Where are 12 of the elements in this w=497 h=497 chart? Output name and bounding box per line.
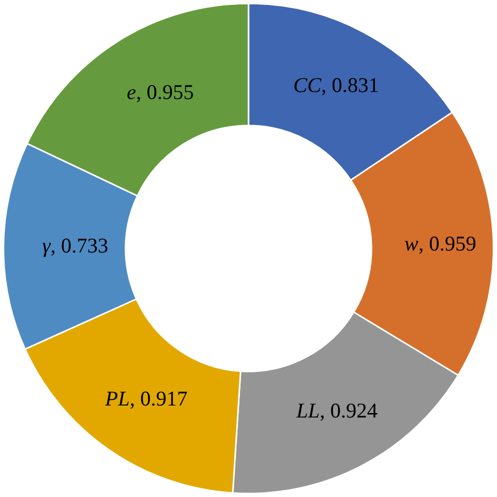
data-label: , 0.924: [320, 398, 378, 423]
data-label: , 0.917: [130, 386, 188, 411]
slice-label: e: [126, 80, 136, 104]
slice-label: PL: [104, 386, 130, 411]
slice-label: LL: [295, 398, 320, 423]
slice-label: CC: [293, 73, 322, 98]
data-label: , 0.733: [50, 234, 108, 258]
data-label: , 0.955: [136, 80, 194, 104]
data-label: , 0.959: [418, 231, 476, 256]
data-label: , 0.831: [321, 73, 379, 98]
slice-label: w: [404, 231, 418, 256]
slice-label: γ: [42, 234, 52, 258]
